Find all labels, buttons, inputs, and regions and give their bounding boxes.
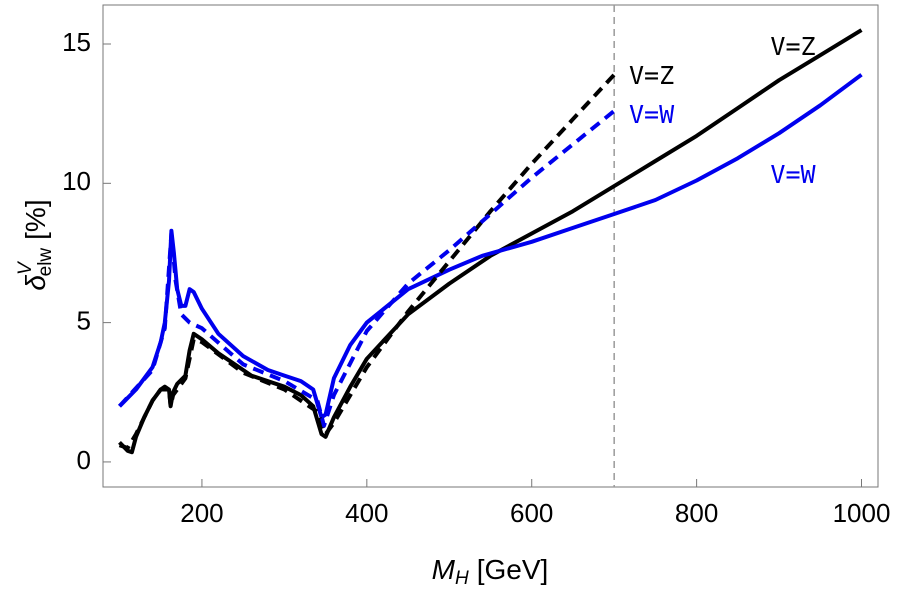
y-label-sup: V: [15, 260, 36, 275]
x-tick-label: 400: [345, 498, 388, 528]
x-tick-label: 600: [510, 498, 553, 528]
x-tick-label: 1000: [833, 498, 891, 528]
y-label-unit: [%]: [20, 199, 51, 239]
x-axis-label: MH [GeV]: [432, 554, 549, 589]
y-tick-label: 10: [62, 166, 91, 196]
x-tick-label: 200: [180, 498, 223, 528]
annotation: V=W: [770, 160, 816, 189]
annotation: V=W: [629, 100, 675, 129]
y-label-sub: elw: [35, 248, 56, 277]
series-line: [118, 73, 616, 450]
x-label-sub: H: [455, 568, 469, 589]
x-label-unit: [GeV]: [477, 554, 549, 585]
series-line: [118, 28, 863, 455]
y-tick-label: 15: [62, 27, 91, 57]
plot-frame: [102, 4, 879, 488]
y-tick-label: 5: [77, 305, 91, 335]
x-tick-label: 800: [675, 498, 718, 528]
series-line: [118, 73, 863, 420]
x-label-symbol: M: [432, 554, 456, 585]
series-line: [118, 109, 616, 428]
annotation: V=Z: [770, 32, 815, 61]
y-tick-label: 0: [77, 445, 91, 475]
annotation: V=Z: [629, 61, 674, 90]
y-label-symbol: δ: [20, 275, 51, 291]
y-axis-label: δVelw [%]: [15, 199, 56, 290]
